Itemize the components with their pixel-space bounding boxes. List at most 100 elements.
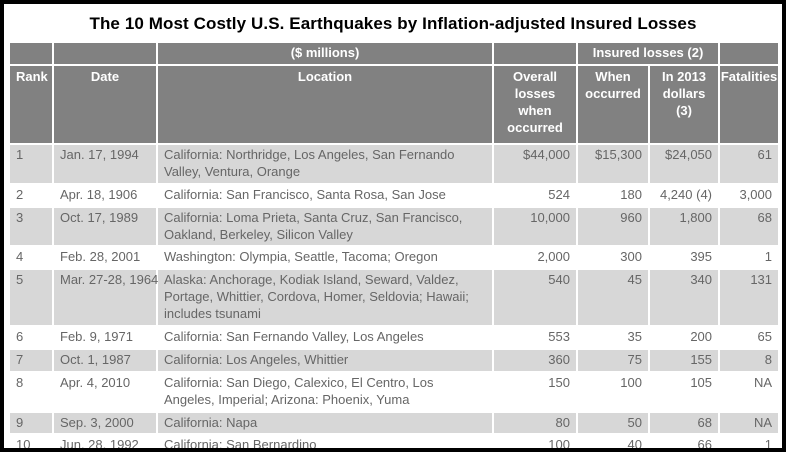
cell-date: Mar. 27-28, 1964 — [52, 268, 158, 328]
cell-location: California: Northridge, Los Angeles, San… — [156, 143, 494, 185]
cell-location: Washington: Olympia, Seattle, Tacoma; Or… — [156, 245, 494, 271]
table-body: 1 Jan. 17, 1994 California: Northridge, … — [8, 143, 781, 448]
cell-insured-2013-dollars: 4,240 (4) — [647, 182, 721, 208]
column-header-when-occurred: When occurred — [576, 64, 650, 145]
cell-insured-2013-dollars: 200 — [647, 325, 721, 350]
table-header: ($ millions) Insured losses (2) Rank Dat… — [8, 41, 781, 145]
page-title: The 10 Most Costly U.S. Earthquakes by I… — [89, 14, 697, 33]
table-row: 8 Apr. 4, 2010 California: San Diego, Ca… — [8, 370, 781, 413]
cell-fatalities: 1 — [718, 433, 781, 448]
cell-overall-losses: 2,000 — [492, 245, 578, 271]
cell-insured-2013-dollars: 340 — [647, 268, 721, 328]
cell-rank: 3 — [8, 205, 54, 248]
cell-fatalities: 131 — [718, 268, 781, 328]
cell-overall-losses: 150 — [492, 370, 578, 413]
cell-rank: 5 — [8, 268, 54, 328]
table-row: 3 Oct. 17, 1989 California: Loma Prieta,… — [8, 205, 781, 248]
column-header-in-2013-dollars: In 2013 dollars (3) — [647, 64, 721, 145]
cell-date: Oct. 1, 1987 — [52, 347, 158, 373]
table-row: 5 Mar. 27-28, 1964 Alaska: Anchorage, Ko… — [8, 268, 781, 328]
cell-date: Apr. 4, 2010 — [52, 370, 158, 413]
cell-insured-2013-dollars: 395 — [647, 245, 721, 271]
cell-location: California: San Bernardino — [156, 433, 494, 448]
cell-insured-when-occurred: 50 — [576, 410, 650, 436]
column-header-date: Date — [52, 64, 158, 145]
cell-location: Alaska: Anchorage, Kodiak Island, Seward… — [156, 268, 494, 328]
cell-insured-2013-dollars: 68 — [647, 410, 721, 436]
cell-rank: 10 — [8, 433, 54, 448]
cell-date: Sep. 3, 2000 — [52, 410, 158, 436]
table-row: 4 Feb. 28, 2001 Washington: Olympia, Sea… — [8, 245, 781, 271]
cell-insured-when-occurred: 45 — [576, 268, 650, 328]
group-header-empty-overall — [492, 41, 578, 66]
cell-insured-when-occurred: 35 — [576, 325, 650, 350]
earthquake-losses-table: ($ millions) Insured losses (2) Rank Dat… — [8, 41, 781, 448]
cell-insured-2013-dollars: 1,800 — [647, 205, 721, 248]
cell-insured-2013-dollars: 155 — [647, 347, 721, 373]
column-header-overall-losses: Overall losses when occurred — [492, 64, 578, 145]
cell-insured-when-occurred: 100 — [576, 370, 650, 413]
cell-rank: 8 — [8, 370, 54, 413]
cell-date: Oct. 17, 1989 — [52, 205, 158, 248]
cell-rank: 4 — [8, 245, 54, 271]
cell-insured-2013-dollars: $24,050 — [647, 143, 721, 185]
cell-rank: 6 — [8, 325, 54, 350]
cell-rank: 2 — [8, 182, 54, 208]
cell-insured-when-occurred: 180 — [576, 182, 650, 208]
column-header-row: Rank Date Location Overall losses when o… — [8, 64, 781, 145]
table-row: 2 Apr. 18, 1906 California: San Francisc… — [8, 182, 781, 208]
cell-overall-losses: 524 — [492, 182, 578, 208]
cell-fatalities: 3,000 — [718, 182, 781, 208]
cell-fatalities: 65 — [718, 325, 781, 350]
cell-overall-losses: 80 — [492, 410, 578, 436]
cell-insured-when-occurred: 300 — [576, 245, 650, 271]
table-row: 9 Sep. 3, 2000 California: Napa 80 50 68… — [8, 410, 781, 436]
cell-location: California: San Francisco, Santa Rosa, S… — [156, 182, 494, 208]
cell-location: California: San Diego, Calexico, El Cent… — [156, 370, 494, 413]
cell-insured-when-occurred: $15,300 — [576, 143, 650, 185]
cell-overall-losses: 360 — [492, 347, 578, 373]
cell-location: California: Napa — [156, 410, 494, 436]
group-header-row: ($ millions) Insured losses (2) — [8, 41, 781, 66]
cell-date: Feb. 9, 1971 — [52, 325, 158, 350]
table-row: 10 Jun. 28, 1992 California: San Bernard… — [8, 433, 781, 448]
cell-overall-losses: 540 — [492, 268, 578, 328]
cell-date: Jan. 17, 1994 — [52, 143, 158, 185]
cell-fatalities: 8 — [718, 347, 781, 373]
table-row: 6 Feb. 9, 1971 California: San Fernando … — [8, 325, 781, 350]
cell-date: Feb. 28, 2001 — [52, 245, 158, 271]
column-header-rank: Rank — [8, 64, 54, 145]
cell-insured-when-occurred: 75 — [576, 347, 650, 373]
cell-overall-losses: 10,000 — [492, 205, 578, 248]
cell-fatalities: 1 — [718, 245, 781, 271]
cell-overall-losses: 100 — [492, 433, 578, 448]
group-header-empty-fatalities — [718, 41, 781, 66]
cell-rank: 9 — [8, 410, 54, 436]
cell-location: California: Loma Prieta, Santa Cruz, San… — [156, 205, 494, 248]
table-row: 7 Oct. 1, 1987 California: Los Angeles, … — [8, 347, 781, 373]
cell-insured-when-occurred: 40 — [576, 433, 650, 448]
cell-fatalities: NA — [718, 410, 781, 436]
group-header-empty-date — [52, 41, 158, 66]
cell-fatalities: NA — [718, 370, 781, 413]
group-header-insured-losses: Insured losses (2) — [575, 41, 721, 66]
group-header-empty-rank — [8, 41, 54, 66]
cell-date: Apr. 18, 1906 — [52, 182, 158, 208]
cell-fatalities: 61 — [718, 143, 781, 185]
cell-insured-when-occurred: 960 — [576, 205, 650, 248]
cell-overall-losses: $44,000 — [492, 143, 578, 185]
cell-fatalities: 68 — [718, 205, 781, 248]
cell-date: Jun. 28, 1992 — [52, 433, 158, 448]
column-header-location: Location — [156, 64, 494, 145]
column-header-fatalities: Fatalities — [718, 64, 781, 145]
cell-rank: 1 — [8, 143, 54, 185]
cell-location: California: San Fernando Valley, Los Ang… — [156, 325, 494, 350]
cell-overall-losses: 553 — [492, 325, 578, 350]
group-header-millions: ($ millions) — [156, 41, 494, 66]
cell-insured-2013-dollars: 105 — [647, 370, 721, 413]
cell-insured-2013-dollars: 66 — [647, 433, 721, 448]
cell-location: California: Los Angeles, Whittier — [156, 347, 494, 373]
table-row: 1 Jan. 17, 1994 California: Northridge, … — [8, 143, 781, 185]
cell-rank: 7 — [8, 347, 54, 373]
